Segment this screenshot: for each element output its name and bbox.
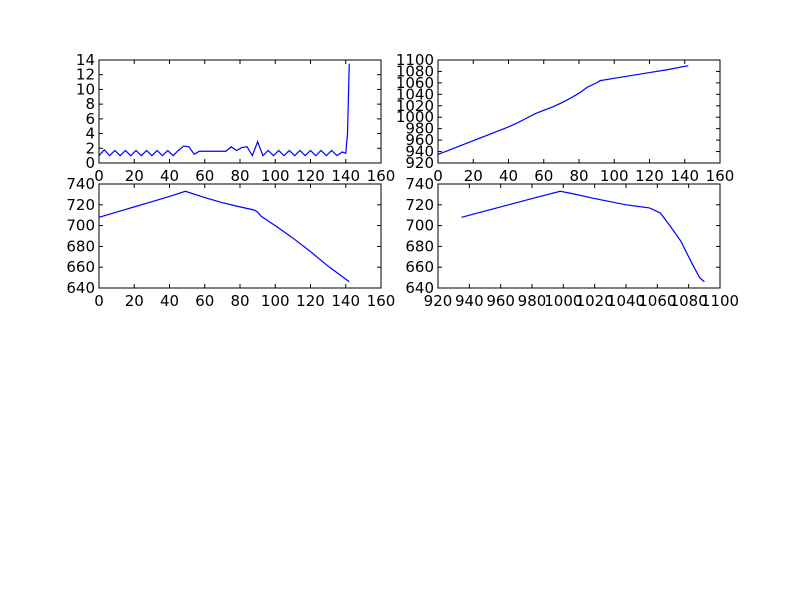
x-tick-label: 80 (230, 167, 249, 185)
y-tick-label: 0 (85, 154, 95, 172)
x-tick-label: 40 (160, 292, 179, 310)
y-tick-label: 1020 (396, 97, 434, 115)
axes-frame (437, 183, 721, 289)
y-tick-label: 660 (405, 258, 434, 276)
y-tick-label: 980 (405, 120, 434, 138)
y-tick-label: 14 (76, 51, 95, 69)
y-tick-label: 700 (66, 217, 95, 235)
x-tick-label: 1060 (638, 292, 676, 310)
x-tick-label: 100 (600, 167, 629, 185)
x-tick-label: 100 (261, 167, 290, 185)
x-tick-label: 120 (296, 167, 325, 185)
x-tick-label: 20 (125, 167, 144, 185)
y-tick-label: 680 (66, 237, 95, 255)
y-tick-label: 2 (85, 139, 95, 157)
x-tick-label: 80 (230, 292, 249, 310)
x-tick-label: 120 (635, 167, 664, 185)
x-tick-label: 100 (261, 292, 290, 310)
y-tick-label: 1100 (396, 51, 434, 69)
y-tick-label: 920 (405, 154, 434, 172)
x-tick-label: 920 (424, 292, 453, 310)
x-tick-label: 80 (569, 167, 588, 185)
x-tick-label: 120 (296, 292, 325, 310)
x-tick-label: 140 (331, 292, 360, 310)
x-tick-label: 940 (455, 292, 484, 310)
y-tick-label: 1040 (396, 85, 434, 103)
x-tick-label: 140 (331, 167, 360, 185)
x-tick-label: 60 (534, 167, 553, 185)
x-tick-label: 1020 (576, 292, 614, 310)
y-tick-label: 4 (85, 125, 95, 143)
y-tick-label: 740 (405, 175, 434, 193)
y-tick-label: 6 (85, 110, 95, 128)
y-tick-label: 640 (405, 279, 434, 297)
x-tick-label: 20 (464, 167, 483, 185)
y-tick-label: 8 (85, 95, 95, 113)
axes-frame (98, 59, 382, 164)
y-tick-label: 12 (76, 66, 95, 84)
y-tick-label: 720 (405, 196, 434, 214)
x-tick-label: 140 (670, 167, 699, 185)
x-tick-label: 60 (195, 167, 214, 185)
x-tick-label: 0 (94, 167, 104, 185)
x-tick-label: 160 (706, 167, 735, 185)
x-tick-label: 160 (367, 292, 396, 310)
y-tick-label: 640 (66, 279, 95, 297)
y-tick-label: 720 (66, 196, 95, 214)
x-tick-label: 960 (486, 292, 515, 310)
y-tick-label: 960 (405, 131, 434, 149)
x-tick-label: 20 (125, 292, 144, 310)
x-tick-label: 160 (367, 167, 396, 185)
y-tick-label: 1080 (396, 62, 434, 80)
x-tick-label: 0 (433, 167, 443, 185)
y-tick-label: 940 (405, 143, 434, 161)
x-tick-label: 980 (518, 292, 547, 310)
y-tick-label: 1000 (396, 108, 434, 126)
y-tick-label: 700 (405, 217, 434, 235)
data-line (98, 63, 350, 158)
x-tick-label: 1100 (701, 292, 739, 310)
data-line (461, 190, 705, 283)
x-tick-label: 60 (195, 292, 214, 310)
x-tick-label: 0 (94, 292, 104, 310)
axes-frame (98, 183, 382, 289)
y-tick-label: 680 (405, 237, 434, 255)
x-tick-label: 1000 (544, 292, 582, 310)
x-tick-label: 40 (160, 167, 179, 185)
x-tick-label: 40 (499, 167, 518, 185)
y-tick-label: 740 (66, 175, 95, 193)
axes-frame (437, 59, 721, 164)
x-tick-label: 1080 (670, 292, 708, 310)
y-tick-label: 660 (66, 258, 95, 276)
y-tick-label: 1060 (396, 74, 434, 92)
data-line (437, 65, 689, 155)
x-tick-label: 1040 (607, 292, 645, 310)
y-tick-label: 10 (76, 80, 95, 98)
data-line (98, 190, 350, 283)
